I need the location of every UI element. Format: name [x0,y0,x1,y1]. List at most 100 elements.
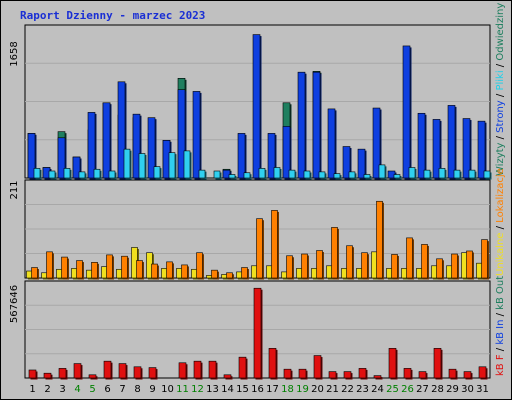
bar-kb-13 [208,360,218,380]
x-label-10: 10 [161,384,174,395]
bar-lokalizacje-21-body [331,227,338,279]
bar-strony-15 [237,133,247,180]
bar-odwiedziny-31 [483,170,492,180]
bar-kb-6 [103,360,113,380]
bar-odwiedziny-2-body [48,170,56,179]
bar-lokalizacje-18-body [286,255,293,279]
bar-strony-30-body [462,118,471,179]
bar-strony-15-body [237,133,246,179]
x-label-13: 13 [206,384,219,395]
bar-odwiedziny-24 [378,164,387,180]
bar-lokalizacje-8-body [136,260,143,279]
bar-strony-20-body [312,71,321,179]
bar-lokalizacje-14 [226,272,234,280]
bar-kb-11-body [178,362,187,379]
bar-lokalizacje-1-body [31,267,38,279]
bar-lokalizacje-30 [466,250,474,280]
legend-entry: Wizyty [495,142,506,176]
bar-kb-23-body [358,368,367,379]
bar-odwiedziny-28-body [438,168,446,179]
bar-strony-12-body [192,91,201,179]
bar-odwiedziny-17 [273,167,282,180]
x-label-3: 3 [59,384,65,395]
bar-kb-1-body [28,369,37,379]
bar-odwiedziny-14-body [228,174,236,179]
bar-lokalizacje-18 [286,255,294,280]
bar-kb-8 [133,366,143,380]
bar-strony-17-body [267,133,276,179]
bar-kb-29 [448,368,458,380]
bar-odwiedziny-3 [63,168,72,180]
bar-kb-14 [223,374,233,380]
bar-odwiedziny-16 [258,168,267,180]
bar-odwiedziny-20-body [318,171,326,179]
bar-strony-19 [297,71,307,180]
bar-odwiedziny-12-body [198,169,206,179]
bar-strony-12 [192,91,202,180]
y-max-label-middle: 211 [9,180,20,199]
bar-strony-22-body [342,146,351,179]
x-label-29: 29 [446,384,459,395]
bar-lokalizacje-31 [481,239,489,280]
bar-odwiedziny-21 [333,173,342,180]
bar-odwiedziny-4-body [78,171,86,179]
y-max-label-bottom: 567646 [9,285,20,323]
chart-title: Raport Dzienny - marzec 2023 [20,9,205,22]
x-label-15: 15 [236,384,249,395]
bar-lokalizacje-22 [346,245,354,280]
bar-strony-28-body [432,119,441,179]
bar-strony-26 [402,45,412,180]
bar-lokalizacje-24-body [376,200,383,279]
bar-lokalizacje-24 [376,200,384,280]
bar-kb-16 [253,287,263,380]
bar-lokalizacje-20-body [316,250,323,279]
bar-strony-21 [327,108,337,180]
bar-odwiedziny-4 [78,171,87,180]
bar-kb-15-body [238,356,247,379]
bar-kb-20 [313,355,323,380]
bar-lokalizacje-25-body [391,254,398,279]
bar-kb-3 [58,368,68,380]
bar-strony-20 [312,71,322,180]
bar-odwiedziny-11 [183,150,192,180]
x-label-31: 31 [476,384,489,395]
bar-odwiedziny-26 [408,167,417,180]
bar-odwiedziny-22 [348,171,357,180]
legend-entry: Odwiedziny [495,3,506,61]
bar-odwiedziny-22-body [348,171,356,179]
bar-kb-4-body [73,363,82,379]
bar-strony-1 [27,133,37,180]
bar-lokalizacje-29-body [451,253,458,279]
x-label-5: 5 [89,384,95,395]
bar-odwiedziny-19-body [303,170,311,179]
bar-strony-29-body [447,105,456,179]
x-label-24: 24 [371,384,384,395]
bar-kb-26 [403,368,413,380]
y-max-label-top: 1658 [9,41,20,66]
bar-lokalizacje-12-body [196,252,203,279]
bar-odwiedziny-29-body [453,169,461,179]
bar-odwiedziny-3-body [63,168,71,179]
bar-lokalizacje-23-body [361,252,368,279]
bar-strony-3-body [57,137,66,179]
bar-kb-5-body [88,374,97,379]
bar-lokalizacje-12 [196,252,204,280]
bar-odwiedziny-17-body [273,167,281,179]
bar-odwiedziny-7-body [123,148,131,179]
bar-lokalizacje-16 [256,218,264,280]
bar-lokalizacje-28 [436,258,444,280]
bar-kb-27 [418,371,428,380]
x-label-18: 18 [281,384,294,395]
bar-kb-13-body [208,360,217,379]
bar-lokalizacje-5 [91,262,99,280]
bar-kb-6-body [103,360,112,379]
bar-lokalizacje-4-body [76,260,83,279]
bar-strony-1-body [27,133,36,179]
bar-kb-16-body [253,287,262,379]
x-label-19: 19 [296,384,309,395]
chart-legends: Wizyty / Strony / Pliki / OdwiedzinyUnik… [495,3,506,376]
legend-entry: Pliki [495,70,506,90]
bar-strony-6 [102,102,112,180]
bar-odwiedziny-19 [303,170,312,180]
bar-strony-24 [372,107,382,180]
